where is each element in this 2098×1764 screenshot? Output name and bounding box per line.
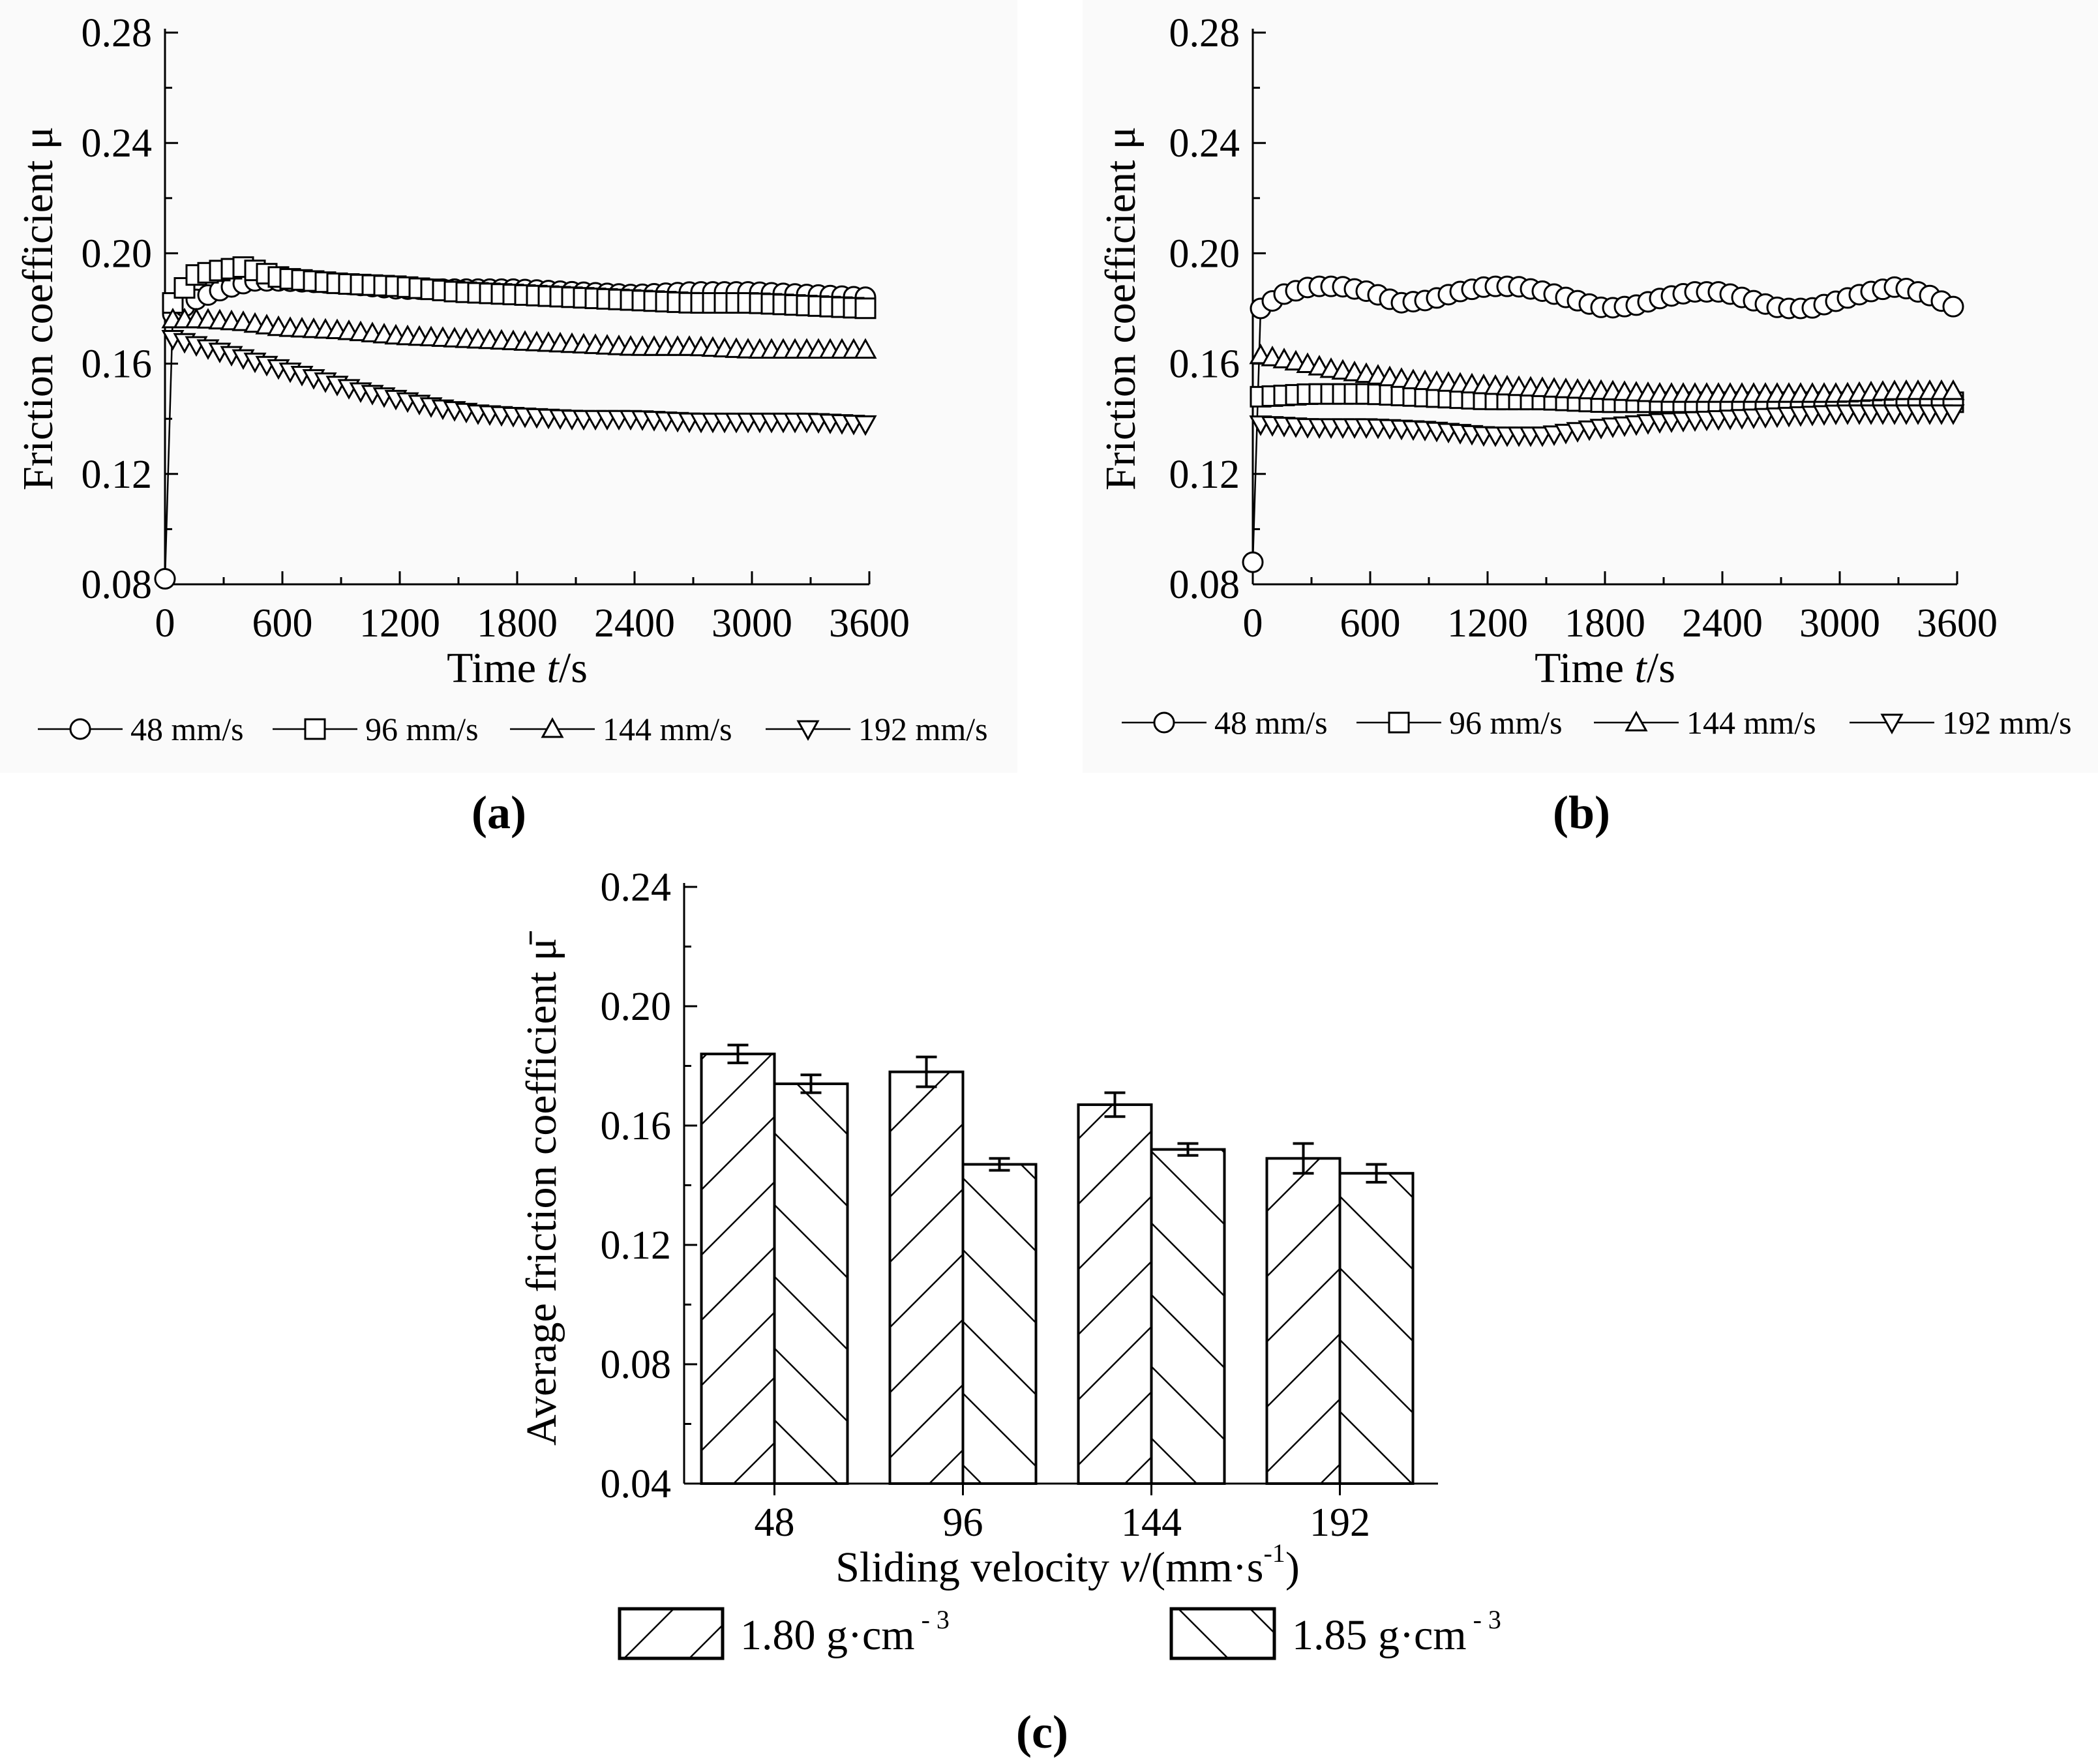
x-tick-label: 3000 [1799,601,1880,646]
x-tick-label: 1200 [359,601,440,646]
legend-label: 144 mm/s [1686,704,1816,741]
y-tick-label: 0.12 [1169,453,1240,497]
x-axis-title: Sliding velocity v/(mm·s-1) [835,1538,1300,1591]
y-tick-label: 0.08 [601,1343,672,1387]
y-tick-label: 0.24 [1169,121,1240,166]
y-tick-label: 0.20 [82,232,153,276]
legend-swatch [618,1607,725,1660]
x-tick-label: 192 [1310,1501,1370,1545]
bar-1-3 [1338,1172,1415,1485]
series-marker-3 [1941,404,1965,425]
bar-1-1 [961,1163,1038,1485]
legend-item-3: 192 mm/s [1850,704,2072,741]
y-axis-title: Friction coefficient μ [14,127,62,490]
y-tick-label: 0.12 [601,1223,672,1268]
y-tick-label: 0.16 [601,1104,672,1148]
bar-0-0 [700,1053,776,1485]
bar-0-3 [1265,1157,1341,1485]
x-tick-label: 1200 [1447,601,1528,646]
y-axis-title: Friction coefficient μ [1097,127,1145,490]
x-tick-label: 1800 [477,601,558,646]
series-marker-3 [854,415,877,436]
series-marker-0 [1942,295,1964,318]
y-tick-label: 0.20 [601,985,672,1029]
legend-marker [796,720,820,741]
x-tick-label: 96 [943,1501,983,1545]
legend-item-1: 96 mm/s [1356,704,1563,741]
series-marker-2 [854,338,877,359]
legend-item-0: 1.80 g·cm - 3 [618,1605,950,1660]
bar-0-2 [1077,1103,1153,1485]
x-tick-label: 3000 [712,601,792,646]
legend-label: 192 mm/s [858,711,988,747]
x-tick-label: 0 [1243,601,1263,646]
legend-marker [541,717,564,738]
chart-panel-b: 0.08 0.12 0.16 0.20 0.24 0.28 0 600 1200 1800 2400… [1097,11,2072,741]
y-tick-label: 0.24 [601,865,672,910]
x-tick-label: 2400 [1682,601,1763,646]
legend-label: 96 mm/s [365,711,479,747]
legend-label: 1.85 g·cm - 3 [1292,1605,1501,1659]
y-tick-label: 0.08 [82,563,153,607]
x-tick-label: 3600 [1917,601,1998,646]
legend-item-2: 144 mm/s [510,711,732,747]
caption-c: (c) [1016,1706,1068,1758]
legend-item-2: 144 mm/s [1594,704,1816,741]
x-tick-label: 1800 [1565,601,1645,646]
legend-label: 96 mm/s [1449,704,1563,741]
x-tick-label: 600 [1340,601,1401,646]
y-tick-label: 0.04 [601,1462,672,1506]
legend-marker [304,718,326,740]
y-tick-label: 0.20 [1169,232,1240,276]
chart-panel-a: 0.08 0.12 0.16 0.20 0.24 0.28 0 600 1200 1800 2400… [14,11,988,747]
y-axis-title: Average friction coefficient μ̄ [518,931,565,1446]
bar-1-2 [1150,1148,1226,1485]
x-tick-label: 48 [755,1501,795,1545]
legend-marker [1153,711,1175,734]
x-tick-label: 0 [155,601,175,646]
series-marker-0 [1242,551,1264,573]
x-axis-title: Time t/s [447,644,588,692]
caption-a: (a) [472,786,526,839]
y-tick-label: 0.28 [82,11,153,55]
y-tick-label: 0.24 [82,121,153,166]
y-tick-label: 0.12 [82,453,153,497]
x-axis-title: Time t/s [1535,644,1675,692]
panel-a-background [0,0,1017,773]
legend-item-0: 48 mm/s [38,711,244,747]
caption-b: (b) [1553,786,1610,839]
legend-label: 192 mm/s [1942,704,2072,741]
x-tick-label: 144 [1121,1501,1182,1545]
legend-item-0: 48 mm/s [1122,704,1328,741]
x-tick-label: 3600 [829,601,910,646]
y-tick-label: 0.28 [1169,11,1240,55]
legend-label: 1.80 g·cm - 3 [740,1605,950,1659]
legend-marker [1625,710,1648,732]
x-tick-label: 600 [252,601,313,646]
legend-item-1: 1.85 g·cm - 3 [1169,1605,1501,1660]
series-marker-0 [154,568,176,590]
series-marker-1 [854,297,877,320]
y-tick-label: 0.08 [1169,563,1240,607]
legend-item-1: 96 mm/s [273,711,479,747]
legend-label: 48 mm/s [130,711,244,747]
chart-panel-c: 0.04 0.08 0.12 0.16 0.20 0.24 48 96 144 192Slidin… [518,865,1501,1660]
legend-marker [1880,713,1904,735]
x-tick-label: 2400 [594,601,675,646]
y-tick-label: 0.16 [1169,342,1240,387]
legend-label: 144 mm/s [603,711,732,747]
legend-marker [1388,711,1410,734]
legend-marker [69,718,91,740]
legend-swatch [1169,1607,1276,1660]
legend-item-3: 192 mm/s [766,711,988,747]
y-tick-label: 0.16 [82,342,153,387]
series-marker-2 [1941,379,1965,400]
legend-label: 48 mm/s [1214,704,1328,741]
bar-0-1 [888,1070,965,1485]
bar-1-0 [773,1082,849,1485]
